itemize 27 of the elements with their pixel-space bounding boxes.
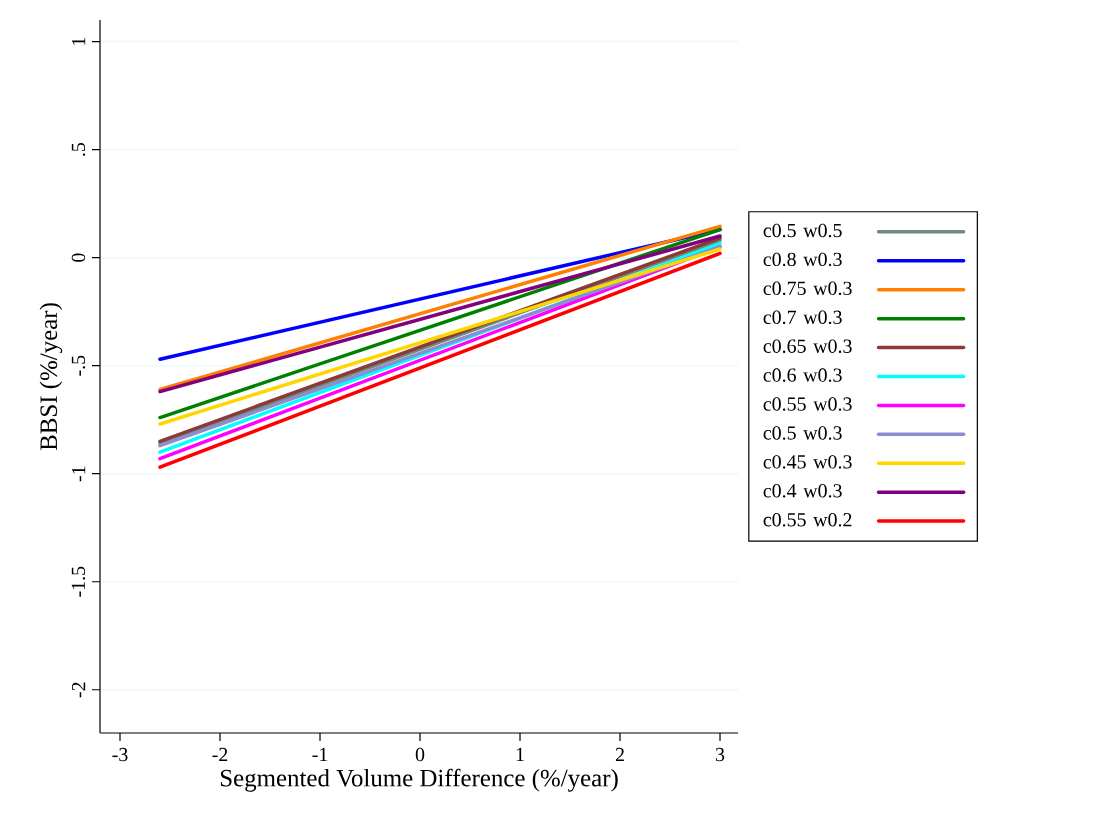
x-axis-title: Segmented Volume Difference (%/year) (220, 768, 618, 792)
legend-label: c0.75 w0.3 (763, 281, 852, 296)
legend-label: c0.55 w0.3 (763, 397, 852, 411)
legend-label: c0.8 w0.3 (763, 252, 842, 267)
x-tick-label: -3 (112, 747, 128, 762)
legend-label: c0.6 w0.3 (763, 368, 842, 382)
x-tick-label: 1 (516, 747, 524, 761)
legend-label: c0.4 w0.3 (763, 484, 842, 498)
x-tick-label: -1 (312, 747, 328, 761)
x-tick-label: -2 (212, 747, 228, 762)
legend-label: c0.55 w0.2 (763, 512, 852, 527)
y-tick-label: .5 (71, 142, 86, 156)
y-tick-label: 0 (71, 253, 86, 262)
y-tick-label: -2 (71, 682, 86, 698)
legend-label: c0.45 w0.3 (763, 455, 852, 469)
x-tick-label: 2 (615, 747, 624, 762)
y-tick-label: -1 (72, 466, 86, 482)
y-axis-title: BBSI (%/year) (39, 303, 63, 451)
legend-label: c0.7 w0.3 (763, 310, 842, 325)
legend-label: c0.5 w0.5 (763, 223, 842, 238)
y-tick-label: -1.5 (71, 566, 86, 597)
y-tick-label: 1 (72, 37, 86, 45)
legend-label: c0.5 w0.3 (763, 426, 842, 440)
x-tick-label: 0 (415, 747, 425, 762)
legend-label: c0.65 w0.3 (763, 339, 852, 353)
x-tick-label: 3 (715, 747, 725, 762)
y-tick-label: -.5 (71, 355, 86, 376)
